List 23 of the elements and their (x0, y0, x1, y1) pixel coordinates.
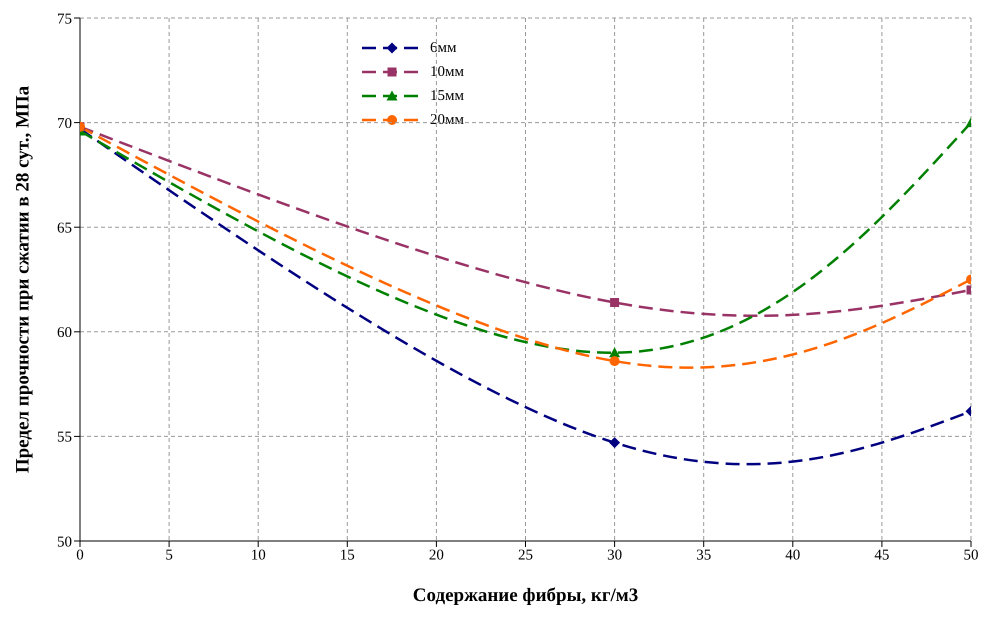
legend-label: 20мм (430, 112, 464, 128)
x-tick-label: 0 (76, 548, 84, 564)
legend-label: 6мм (430, 40, 456, 56)
x-tick-label: 30 (607, 548, 622, 564)
x-tick-label: 5 (165, 548, 173, 564)
x-tick-label: 35 (696, 548, 712, 564)
y-tick-label: 50 (57, 534, 72, 550)
legend-label: 15мм (430, 88, 464, 104)
x-axis-title: Содержание фибры, кг/м3 (412, 585, 638, 606)
x-tick-label: 15 (340, 548, 355, 564)
x-tick-label: 40 (785, 548, 800, 564)
x-tick-label: 25 (518, 548, 533, 564)
y-tick-label: 70 (57, 116, 72, 132)
x-tick-label: 10 (250, 548, 266, 564)
y-tick-label: 65 (57, 220, 72, 237)
x-tick-label: 50 (964, 548, 978, 564)
x-tick-label: 20 (428, 548, 444, 564)
y-axis-title: Предел прочности при сжатии в 28 сут., МПа (12, 85, 34, 474)
legend-label: 10мм (430, 64, 464, 80)
y-tick-label: 60 (57, 325, 72, 342)
y-tick-label: 75 (57, 11, 72, 28)
x-tick-label: 45 (874, 548, 890, 564)
y-tick-label: 55 (57, 430, 72, 446)
